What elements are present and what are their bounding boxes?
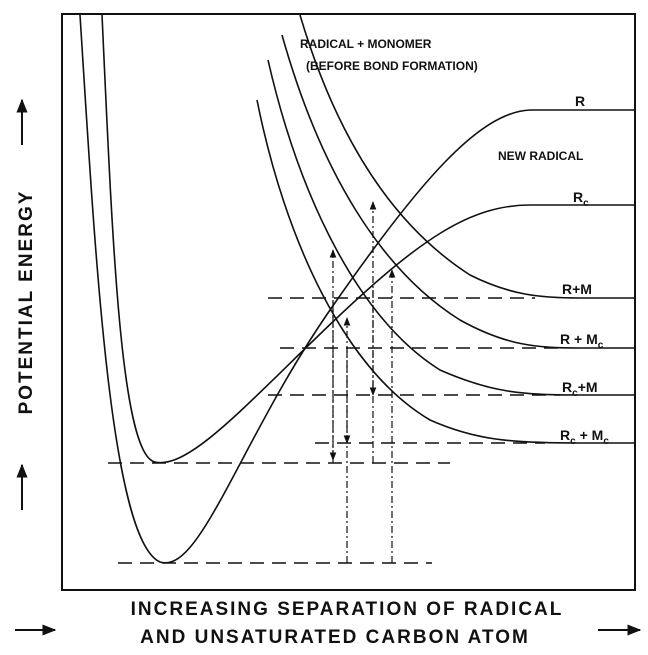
label-part: R xyxy=(573,189,583,205)
subscript: c xyxy=(603,436,609,447)
label-part: R xyxy=(575,93,585,109)
subscript: c xyxy=(570,436,576,447)
label-part: + M xyxy=(576,427,604,443)
curve-label: R+M xyxy=(562,281,592,297)
label-part: R + M xyxy=(560,331,598,347)
curve-r-mc xyxy=(281,34,635,349)
annotation: (BEFORE BOND FORMATION) xyxy=(306,59,478,73)
curve-rc-mc xyxy=(256,99,635,444)
curve-label: Rc+M xyxy=(562,379,598,399)
curve-label: R + Mc xyxy=(560,331,604,351)
label-part: R xyxy=(560,427,570,443)
annotation: RADICAL + MONOMER xyxy=(300,37,432,51)
curve-rc-m xyxy=(267,59,635,396)
x-axis-label: INCREASING SEPARATION OF RADICAL xyxy=(131,599,564,620)
y-axis: POTENTIAL ENERGY xyxy=(16,190,37,415)
y-axis-label: POTENTIAL ENERGY xyxy=(16,190,37,415)
subscript: c xyxy=(598,340,604,351)
frame xyxy=(61,13,636,591)
region-label: NEW RADICAL xyxy=(498,149,583,163)
subscript: c xyxy=(583,198,589,209)
curve-label: R xyxy=(575,93,585,109)
label-part: R+M xyxy=(562,281,592,297)
x-axis-label: AND UNSATURATED CARBON ATOM xyxy=(140,627,530,648)
subscript: c xyxy=(572,388,578,399)
curve-label: Rc xyxy=(573,189,589,209)
curve-new-radical-c xyxy=(101,14,635,464)
label-part: +M xyxy=(578,379,598,395)
curve-label: Rc + Mc xyxy=(560,427,609,447)
curve-new-radical xyxy=(79,14,635,564)
curve-r-m xyxy=(299,14,635,299)
label-part: R xyxy=(562,379,572,395)
